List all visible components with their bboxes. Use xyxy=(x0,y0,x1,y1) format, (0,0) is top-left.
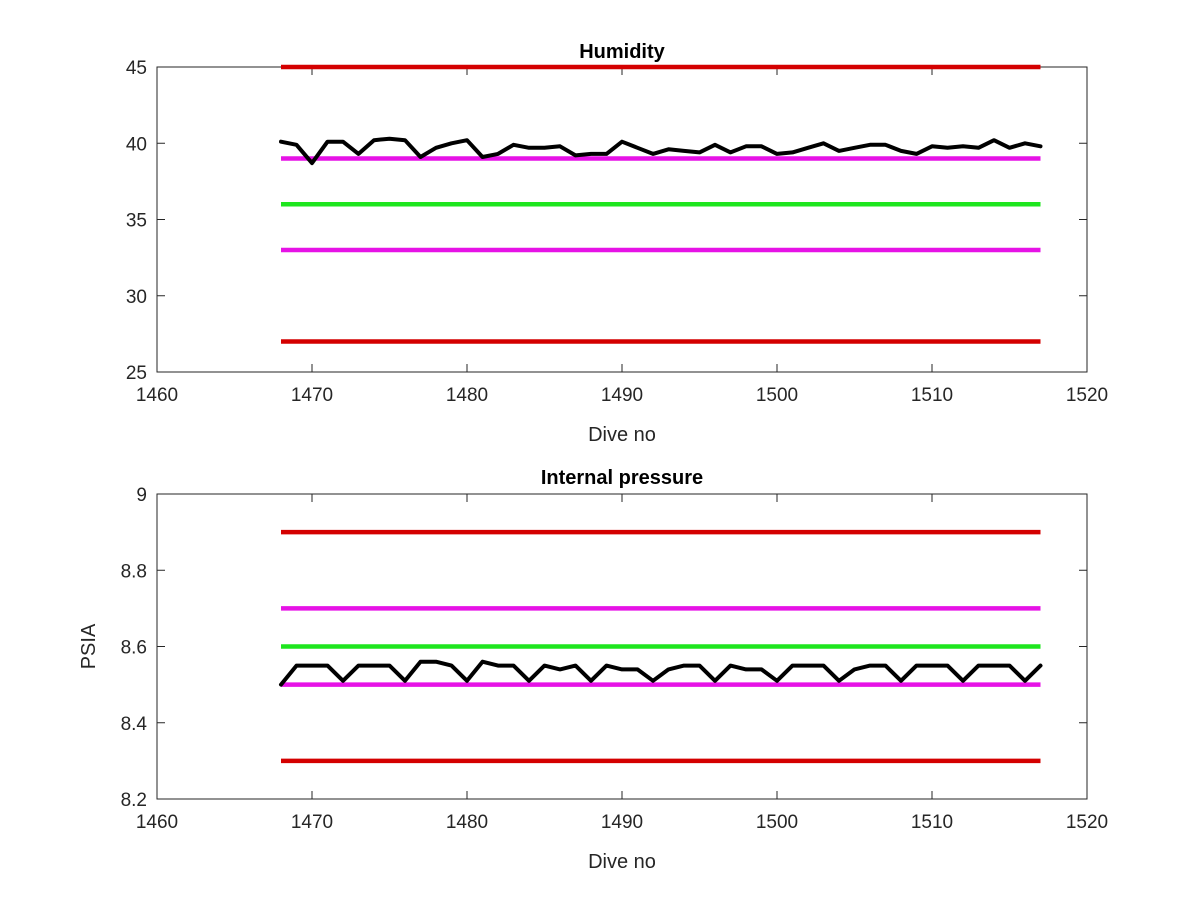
x-tick-label: 1460 xyxy=(136,812,178,833)
y-tick-label: 35 xyxy=(126,211,147,232)
series-line xyxy=(279,136,1043,166)
chart-1: 1460 1470 1480 1490 1500 1510 1520 25 30 35 40 45 Hu… xyxy=(126,41,1108,446)
x-tick-label: 1490 xyxy=(601,385,643,406)
y-tick-label: 45 xyxy=(126,58,147,79)
y-tick-label: 8.8 xyxy=(121,561,147,582)
x-axis-label: Dive no xyxy=(588,424,656,446)
x-tick-label: 1520 xyxy=(1066,385,1108,406)
chart-title: Internal pressure xyxy=(541,467,703,489)
y-tick-label: 40 xyxy=(126,134,147,155)
y-tick-label: 8.6 xyxy=(121,638,147,659)
y-tick-label: 30 xyxy=(126,287,147,308)
x-tick-label: 1470 xyxy=(291,812,333,833)
chart-title: Humidity xyxy=(579,41,665,63)
x-tick-label: 1500 xyxy=(756,385,798,406)
x-tick-label: 1500 xyxy=(756,812,798,833)
y-tick-label: 8.2 xyxy=(121,790,147,811)
x-tick-label: 1480 xyxy=(446,385,488,406)
y-tick-label: 8.4 xyxy=(121,714,148,735)
x-tick-label: 1510 xyxy=(911,385,953,406)
x-tick-label: 1490 xyxy=(601,812,643,833)
x-tick-label: 1510 xyxy=(911,812,953,833)
x-tick-label: 1470 xyxy=(291,385,333,406)
series-line xyxy=(279,659,1043,687)
y-tick-label: 25 xyxy=(126,363,147,384)
x-tick-label: 1520 xyxy=(1066,812,1108,833)
y-axis-label: PSIA xyxy=(78,623,100,669)
chart-2: 1460 1470 1480 1490 1500 1510 1520 8.2 8.4 8.6 8.8… xyxy=(78,467,1108,873)
y-tick-label: 9 xyxy=(136,485,147,506)
x-axis-label: Dive no xyxy=(588,851,656,873)
x-tick-label: 1460 xyxy=(136,385,178,406)
x-tick-label: 1480 xyxy=(446,812,488,833)
